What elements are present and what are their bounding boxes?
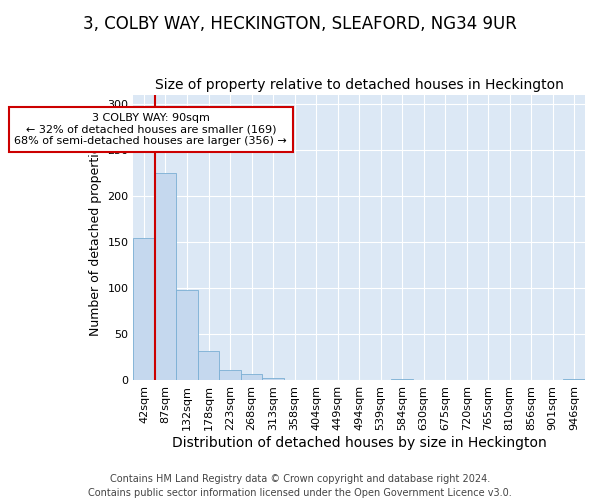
Bar [219,370,241,380]
Text: 3 COLBY WAY: 90sqm
← 32% of detached houses are smaller (169)
68% of semi-detach: 3 COLBY WAY: 90sqm ← 32% of detached hou… [14,113,287,146]
Y-axis label: Number of detached properties: Number of detached properties [89,139,101,336]
Bar [563,378,585,380]
Text: 3, COLBY WAY, HECKINGTON, SLEAFORD, NG34 9UR: 3, COLBY WAY, HECKINGTON, SLEAFORD, NG34… [83,15,517,33]
Bar [198,351,219,380]
Text: Contains HM Land Registry data © Crown copyright and database right 2024.
Contai: Contains HM Land Registry data © Crown c… [88,474,512,498]
X-axis label: Distribution of detached houses by size in Heckington: Distribution of detached houses by size … [172,436,547,450]
Bar [391,378,413,380]
Bar [133,238,155,380]
Bar [155,173,176,380]
Title: Size of property relative to detached houses in Heckington: Size of property relative to detached ho… [155,78,563,92]
Bar [241,374,262,380]
Bar [262,378,284,380]
Bar [176,290,198,380]
